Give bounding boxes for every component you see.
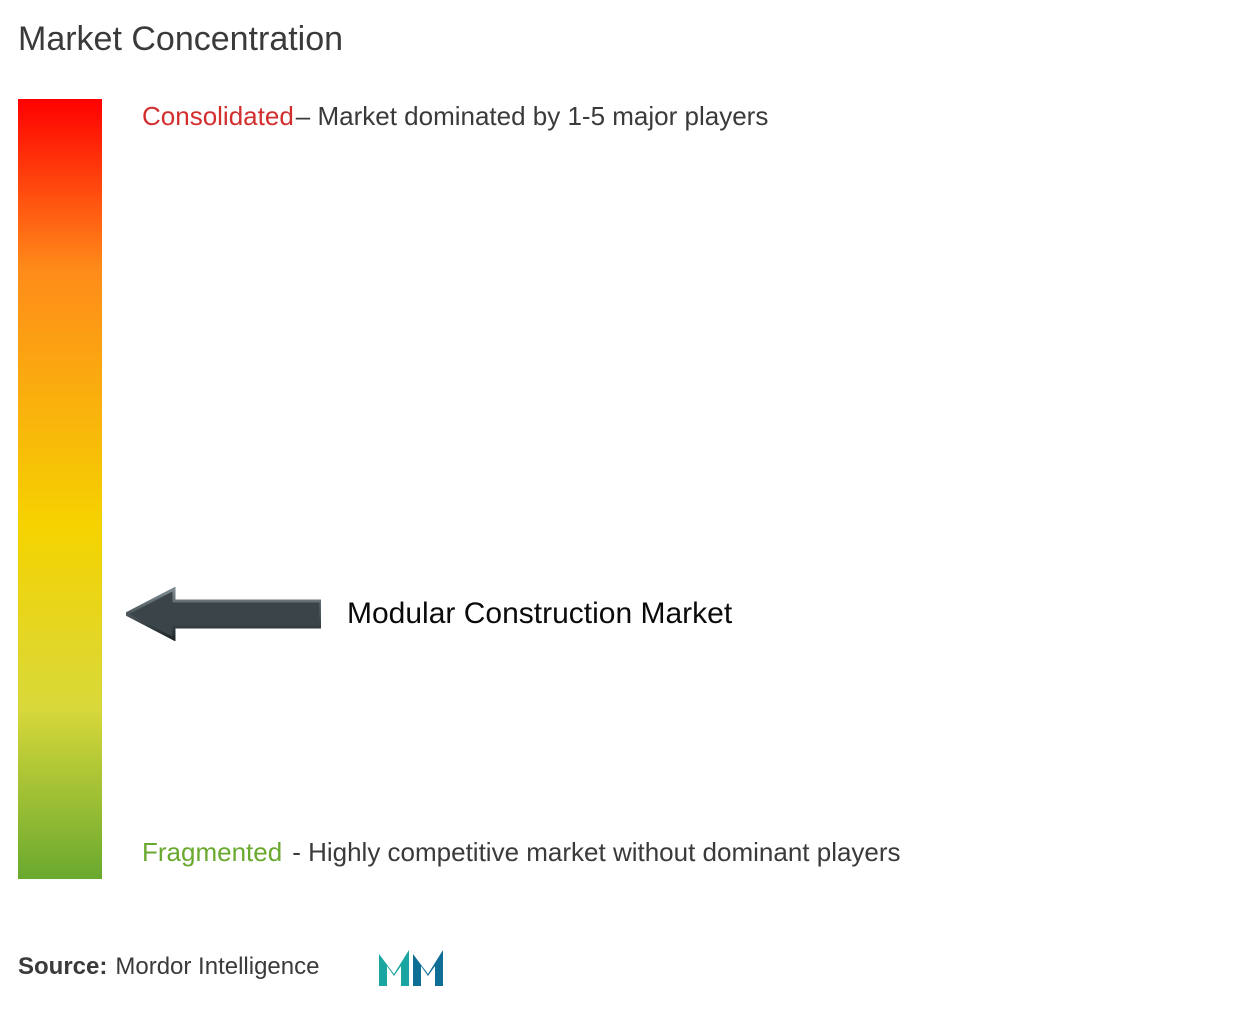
market-name-label: Modular Construction Market: [347, 597, 732, 631]
fragmented-label-row: Fragmented - Highly competitive market w…: [142, 837, 901, 868]
fragmented-key: Fragmented: [142, 837, 282, 868]
consolidated-key: Consolidated: [142, 101, 294, 132]
arrow-left-icon: [126, 587, 321, 641]
source-label: Source:: [18, 953, 107, 981]
concentration-chart: Consolidated – Market dominated by 1-5 m…: [18, 99, 1236, 879]
consolidated-label-row: Consolidated – Market dominated by 1-5 m…: [142, 101, 768, 132]
source-name: Mordor Intelligence: [115, 953, 319, 981]
gradient-scale-bar: [18, 99, 102, 879]
source-footer: Source: Mordor Intelligence: [18, 946, 449, 988]
mordor-logo-icon: [377, 946, 449, 988]
market-marker: Modular Construction Market: [126, 587, 732, 641]
fragmented-desc: - Highly competitive market without domi…: [292, 837, 900, 868]
page-title: Market Concentration: [18, 20, 1236, 59]
consolidated-desc: – Market dominated by 1-5 major players: [296, 101, 769, 132]
